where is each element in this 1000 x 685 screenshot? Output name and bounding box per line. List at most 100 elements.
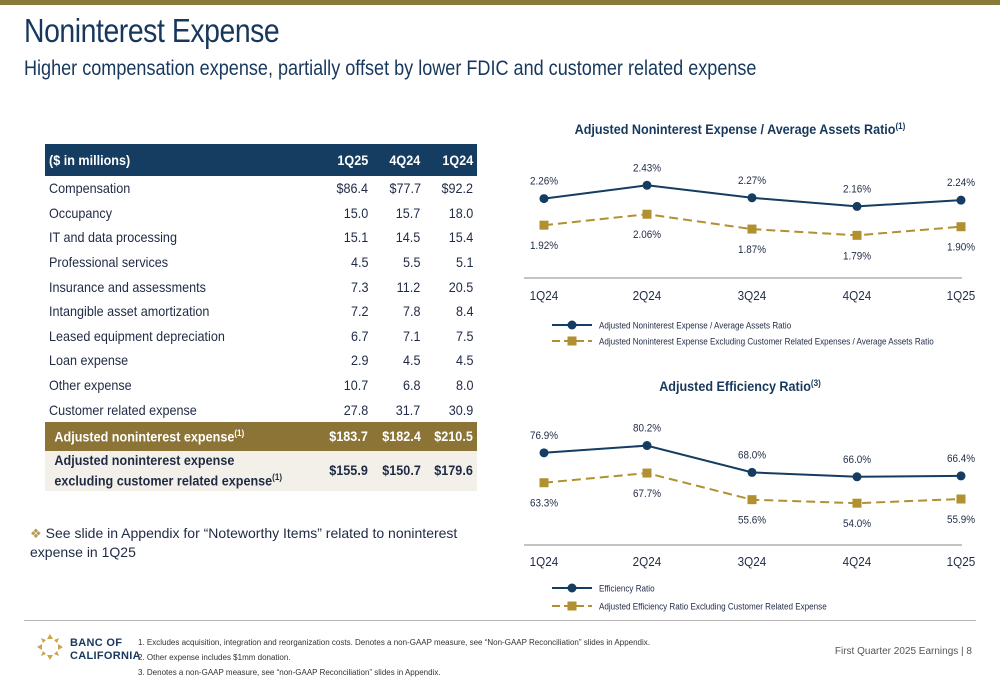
table-cell: 15.1 [343,229,369,246]
x-tick-label: 1Q24 [530,288,559,303]
table-cell: 31.7 [396,401,421,418]
table-cell: $150.7 [372,450,425,491]
table-cell: 4.5 [403,352,421,369]
table-header-row: ($ in millions) 1Q25 4Q24 1Q24 [45,144,477,176]
data-point [747,224,757,234]
chart-title: Adjusted Efficiency Ratio(3) [659,378,821,395]
data-point [956,222,966,232]
page-subtitle: Higher compensation expense, partially o… [24,57,757,80]
table-row: Insurance and assessments 7.3 11.2 20.5 [45,274,477,299]
footnotes: 1. Excludes acquisition, integration and… [138,635,650,680]
chart-title: Adjusted Noninterest Expense / Average A… [575,121,906,138]
data-point [642,180,652,190]
data-point [539,448,549,458]
footnote-1: 1. Excludes acquisition, integration and… [138,638,650,647]
footer-rule [24,620,976,621]
table-cell: $77.7 [389,180,421,197]
table-cell: 15.4 [448,229,473,246]
footnote-2: 2. Other expense includes $1mm donation. [138,653,291,662]
row-label: IT and data processing [49,229,177,246]
column-header: ($ in millions) [45,144,320,176]
table-cell: 5.1 [455,254,473,271]
footnote-3: 3. Denotes a non-GAAP measure, see “non-… [138,668,441,677]
data-label: 2.43% [633,163,661,175]
x-tick-label: 4Q24 [843,288,872,303]
charts-panel: Adjusted Noninterest Expense / Average A… [524,121,975,612]
table-row: Occupancy 15.0 15.7 18.0 [45,201,477,226]
data-label: 2.06% [633,230,661,242]
diamond-bullet-icon: ❖ [30,526,42,541]
legend-marker [567,336,577,346]
row-label: Adjusted noninterest expense excluding cu… [45,450,320,491]
table-cell: 18.0 [448,204,473,221]
data-point [852,230,862,240]
appendix-note: ❖ See slide in Appendix for “Noteworthy I… [30,524,480,561]
banc-of-california-logo-icon [37,634,63,660]
data-point [747,193,757,203]
column-header: 4Q24 [372,144,425,176]
legend-label: Adjusted Noninterest Expense Excluding C… [599,336,934,347]
page-footer-label: First Quarter 2025 Earnings | 8 [834,646,972,657]
table-row: Intangible asset amortization 7.2 7.8 8.4 [45,299,477,324]
row-label: Loan expense [49,352,129,369]
data-label: 76.9% [530,430,558,442]
table-cell: $210.5 [424,421,477,451]
data-label: 2.26% [530,176,558,188]
table-cell: 4.5 [455,352,473,369]
legend-marker [567,601,577,611]
data-point [956,195,966,205]
table-cell: 8.0 [455,377,473,394]
table-cell: 4.5 [350,254,369,271]
legend-label: Adjusted Noninterest Expense / Average A… [599,320,791,331]
data-point [747,467,757,477]
x-tick-label: 3Q24 [738,288,767,303]
data-point [539,220,549,230]
data-label: 54.0% [843,519,871,531]
data-label: 68.0% [738,450,766,462]
table-cell: 7.3 [350,278,369,295]
x-tick-label: 3Q24 [738,554,767,569]
row-label: Occupancy [49,204,113,221]
table-cell: $179.6 [424,450,477,491]
table-cell: 2.9 [350,352,369,369]
table-cell: 8.4 [455,303,473,320]
data-label: 66.0% [843,454,871,466]
table-cell: 27.8 [343,401,369,418]
appendix-note-text: See slide in Appendix for “Noteworthy It… [30,525,458,560]
logo-line-1: BANC OF [70,637,123,649]
data-point [956,471,966,481]
data-point [747,495,757,505]
data-point [642,209,652,219]
data-point [539,478,549,488]
data-point [956,494,966,504]
table-cell: 6.7 [350,327,369,344]
row-label: Adjusted noninterest expense(1) [45,421,320,451]
table-cell: 10.7 [343,377,369,394]
data-point [852,472,862,482]
table-row: Leased equipment depreciation 6.7 7.1 7.5 [45,324,477,349]
footnote-marker: (1) [272,472,283,483]
data-label: 67.7% [633,489,661,501]
column-header: 1Q24 [424,144,477,176]
table-row: Professional services 4.5 5.5 5.1 [45,250,477,275]
table-cell: 7.8 [403,303,421,320]
table-cell: 14.5 [396,229,421,246]
data-label: 2.27% [738,175,766,187]
data-label: 55.6% [738,515,766,527]
table-cell: 7.2 [350,303,369,320]
x-tick-label: 4Q24 [843,554,872,569]
table-cell: 7.5 [455,327,473,344]
total-row: Adjusted noninterest expense(1) $183.7 $18… [45,421,477,451]
data-label: 1.87% [738,245,766,257]
top-accent-rule [0,0,1000,5]
table-row: IT and data processing 15.1 14.5 15.4 [45,225,477,250]
table-cell: 7.1 [403,327,421,344]
table-cell: $182.4 [372,421,425,451]
footnote-marker: (1) [234,428,245,439]
row-label: Insurance and assessments [49,278,206,295]
table-cell: 5.5 [403,254,421,271]
data-label: 80.2% [633,423,661,435]
page-title: Noninterest Expense [24,12,280,49]
row-label: Leased equipment depreciation [49,327,225,344]
row-label: Compensation [49,180,131,197]
